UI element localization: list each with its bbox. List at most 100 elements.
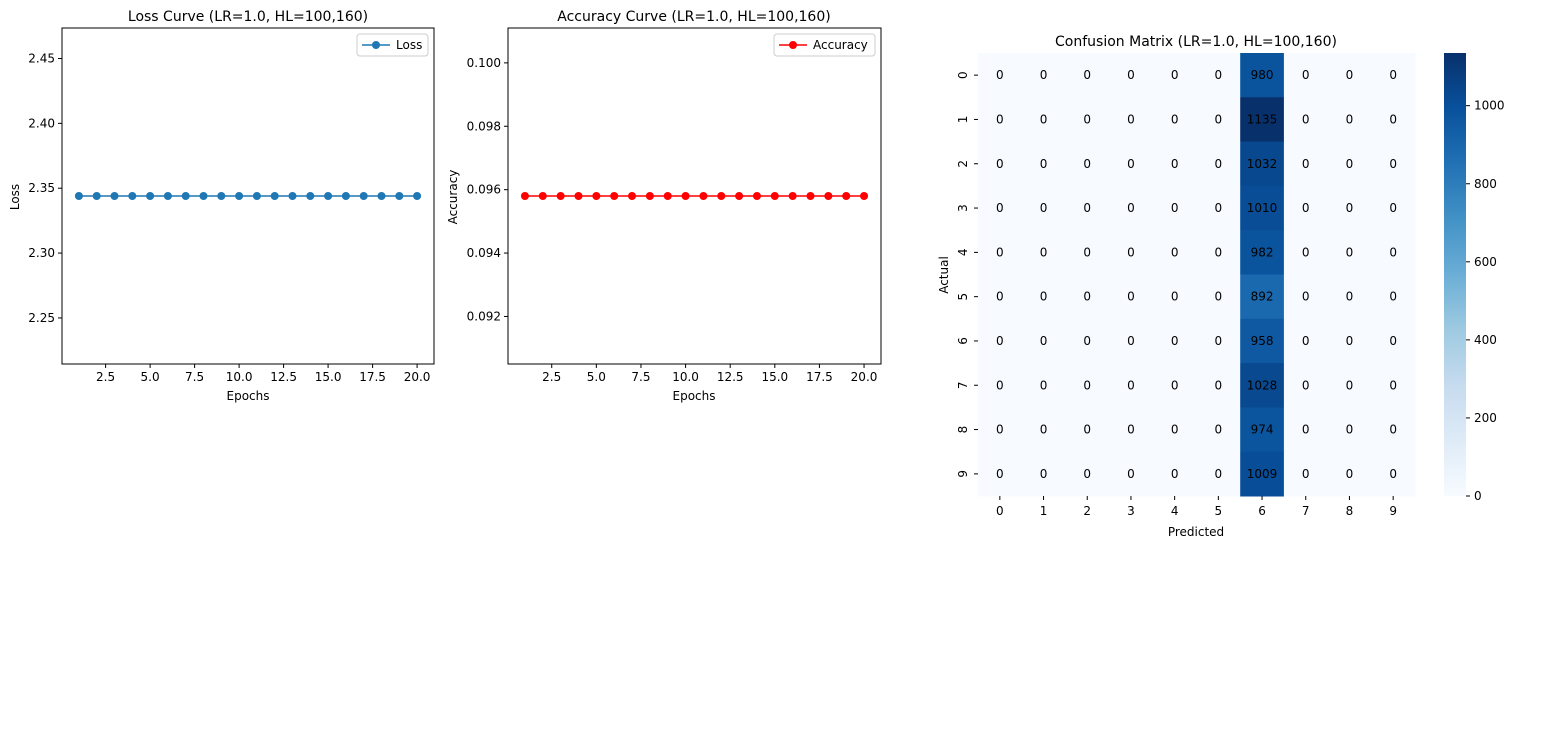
confusion-matrix-cell-value: 0	[1215, 157, 1223, 171]
loss-y-tick-label: 2.30	[28, 246, 55, 260]
loss-data-point	[252, 192, 261, 200]
confusion-matrix-cell	[1109, 185, 1154, 231]
confusion-matrix-x-tick-label: 6	[1258, 504, 1266, 518]
confusion-matrix-cell-value: 0	[1302, 378, 1310, 392]
confusion-matrix-cell-value: 0	[1346, 201, 1354, 215]
confusion-matrix-cell-value: 0	[1302, 334, 1310, 348]
confusion-matrix-cell	[978, 274, 1023, 320]
confusion-matrix-cell-value: 0	[1083, 112, 1091, 126]
confusion-matrix-y-tick-label: 4	[956, 249, 970, 257]
confusion-matrix-cell-value: 0	[1083, 423, 1091, 437]
confusion-matrix-cell	[1283, 230, 1329, 275]
confusion-matrix-y-tick-label: 7	[956, 381, 970, 389]
accuracy-y-tick-label: 0.092	[467, 309, 501, 323]
confusion-matrix-cell	[978, 53, 1023, 98]
confusion-matrix-cell	[1152, 230, 1197, 275]
confusion-matrix-cell-value: 0	[1215, 334, 1223, 348]
loss-chart-ticks: 2.5 5.0 7.5 10.0 12.5 15.0 17.5 20.0 2.25 2.30 2.3…	[28, 51, 430, 384]
confusion-matrix-cell	[1240, 141, 1285, 187]
confusion-matrix-cell	[978, 318, 1023, 364]
confusion-matrix-cell-value: 0	[1215, 112, 1223, 126]
loss-chart-frame	[61, 27, 435, 365]
confusion-matrix-cell	[1152, 363, 1197, 408]
accuracy-data-point	[610, 192, 619, 200]
confusion-matrix-cell	[1021, 274, 1066, 320]
confusion-matrix-cell-value: 958	[1251, 334, 1274, 348]
confusion-matrix-cells: 0 0 0 0 0 0 980 0 0 0 0 0 0 0 0 0 1135 0 0 0 0 0 0 0 0 0 1032 0 0 0 0 0…	[978, 53, 1416, 497]
confusion-matrix-cell-value: 0	[1040, 245, 1048, 259]
accuracy-data-point	[538, 192, 547, 200]
confusion-matrix-cell-value: 0	[1346, 112, 1354, 126]
loss-data-point	[217, 192, 226, 200]
confusion-matrix-cell	[1065, 363, 1110, 408]
confusion-matrix-ticks: 0 1 2 3 4 5 6 7 8 9 0 1 2 3 4 5 6 7 8 9	[956, 71, 1397, 518]
loss-data-point	[341, 192, 350, 200]
accuracy-data-point	[770, 192, 779, 200]
loss-chart-series	[74, 192, 422, 200]
confusion-matrix-cell-value: 0	[1171, 157, 1179, 171]
confusion-matrix-y-tick-label: 8	[956, 426, 970, 434]
confusion-matrix-xlabel: Predicted	[1168, 525, 1224, 539]
confusion-matrix-cell-value: 0	[1389, 290, 1397, 304]
confusion-matrix-x-tick-label: 4	[1171, 504, 1179, 518]
confusion-matrix-cell	[1065, 318, 1110, 364]
loss-y-tick-label: 2.40	[28, 116, 55, 130]
confusion-matrix-cell-value: 0	[1171, 112, 1179, 126]
accuracy-chart-legend: Accuracy	[773, 33, 876, 57]
confusion-matrix-cell-value: 0	[1171, 290, 1179, 304]
loss-data-point	[163, 192, 172, 200]
loss-chart-xlabel: Epochs	[227, 389, 270, 403]
accuracy-legend-label: Accuracy	[813, 38, 868, 52]
confusion-matrix-cell	[1196, 363, 1241, 408]
confusion-matrix-cell-value: 0	[1302, 68, 1310, 82]
confusion-matrix-cell-value: 0	[1171, 378, 1179, 392]
confusion-matrix-x-tick-label: 0	[996, 504, 1004, 518]
confusion-matrix-cell-value: 0	[1389, 201, 1397, 215]
confusion-matrix-cell	[1065, 185, 1110, 231]
confusion-matrix-cell	[1371, 53, 1416, 98]
confusion-matrix-cell	[1240, 274, 1285, 320]
confusion-matrix-cell-value: 0	[1389, 423, 1397, 437]
loss-data-point	[288, 192, 297, 200]
confusion-matrix-cell-value: 0	[1215, 467, 1223, 481]
confusion-matrix-cell	[1240, 451, 1285, 497]
confusion-matrix-cell	[1152, 407, 1197, 453]
confusion-matrix-cell	[1109, 318, 1154, 364]
confusion-matrix-y-tick-label: 0	[956, 71, 970, 79]
confusion-matrix-cell	[978, 141, 1023, 187]
confusion-matrix-cell	[1371, 407, 1416, 453]
confusion-matrix-cell	[1240, 230, 1285, 275]
confusion-matrix-cell	[1371, 363, 1416, 408]
confusion-matrix-cell-value: 0	[1127, 423, 1135, 437]
accuracy-data-point	[592, 192, 601, 200]
confusion-matrix-x-tick-label: 5	[1215, 504, 1223, 518]
confusion-matrix-cell	[1283, 363, 1329, 408]
confusion-matrix-cell	[1109, 141, 1154, 187]
accuracy-data-point	[628, 192, 637, 200]
loss-x-tick-label: 7.5	[185, 370, 204, 384]
confusion-matrix-cell	[1021, 141, 1066, 187]
loss-data-point	[306, 192, 315, 200]
confusion-matrix-cell-value: 0	[996, 68, 1004, 82]
confusion-matrix-cell-value: 1135	[1247, 112, 1278, 126]
colorbar-tick-label: 800	[1474, 177, 1497, 191]
confusion-matrix-cell	[1283, 141, 1329, 187]
accuracy-legend-box	[773, 33, 876, 57]
confusion-matrix-cell	[978, 185, 1023, 231]
confusion-matrix-cell	[1196, 274, 1241, 320]
confusion-matrix-cell-value: 0	[1389, 378, 1397, 392]
loss-legend-box	[356, 33, 429, 57]
confusion-matrix-cell	[1109, 274, 1154, 320]
confusion-matrix-cell-value: 0	[996, 245, 1004, 259]
confusion-matrix-cell-value: 0	[1040, 378, 1048, 392]
confusion-matrix-cell	[1327, 185, 1372, 231]
confusion-matrix-cell	[1371, 230, 1416, 275]
confusion-matrix-cell	[1327, 274, 1372, 320]
confusion-matrix-cell-value: 0	[1346, 245, 1354, 259]
accuracy-data-point	[520, 192, 529, 200]
accuracy-x-tick-label: 20.0	[851, 370, 878, 384]
confusion-matrix-cell	[1196, 97, 1241, 143]
confusion-matrix-cell	[1021, 230, 1066, 275]
confusion-matrix-cell-value: 0	[1083, 245, 1091, 259]
